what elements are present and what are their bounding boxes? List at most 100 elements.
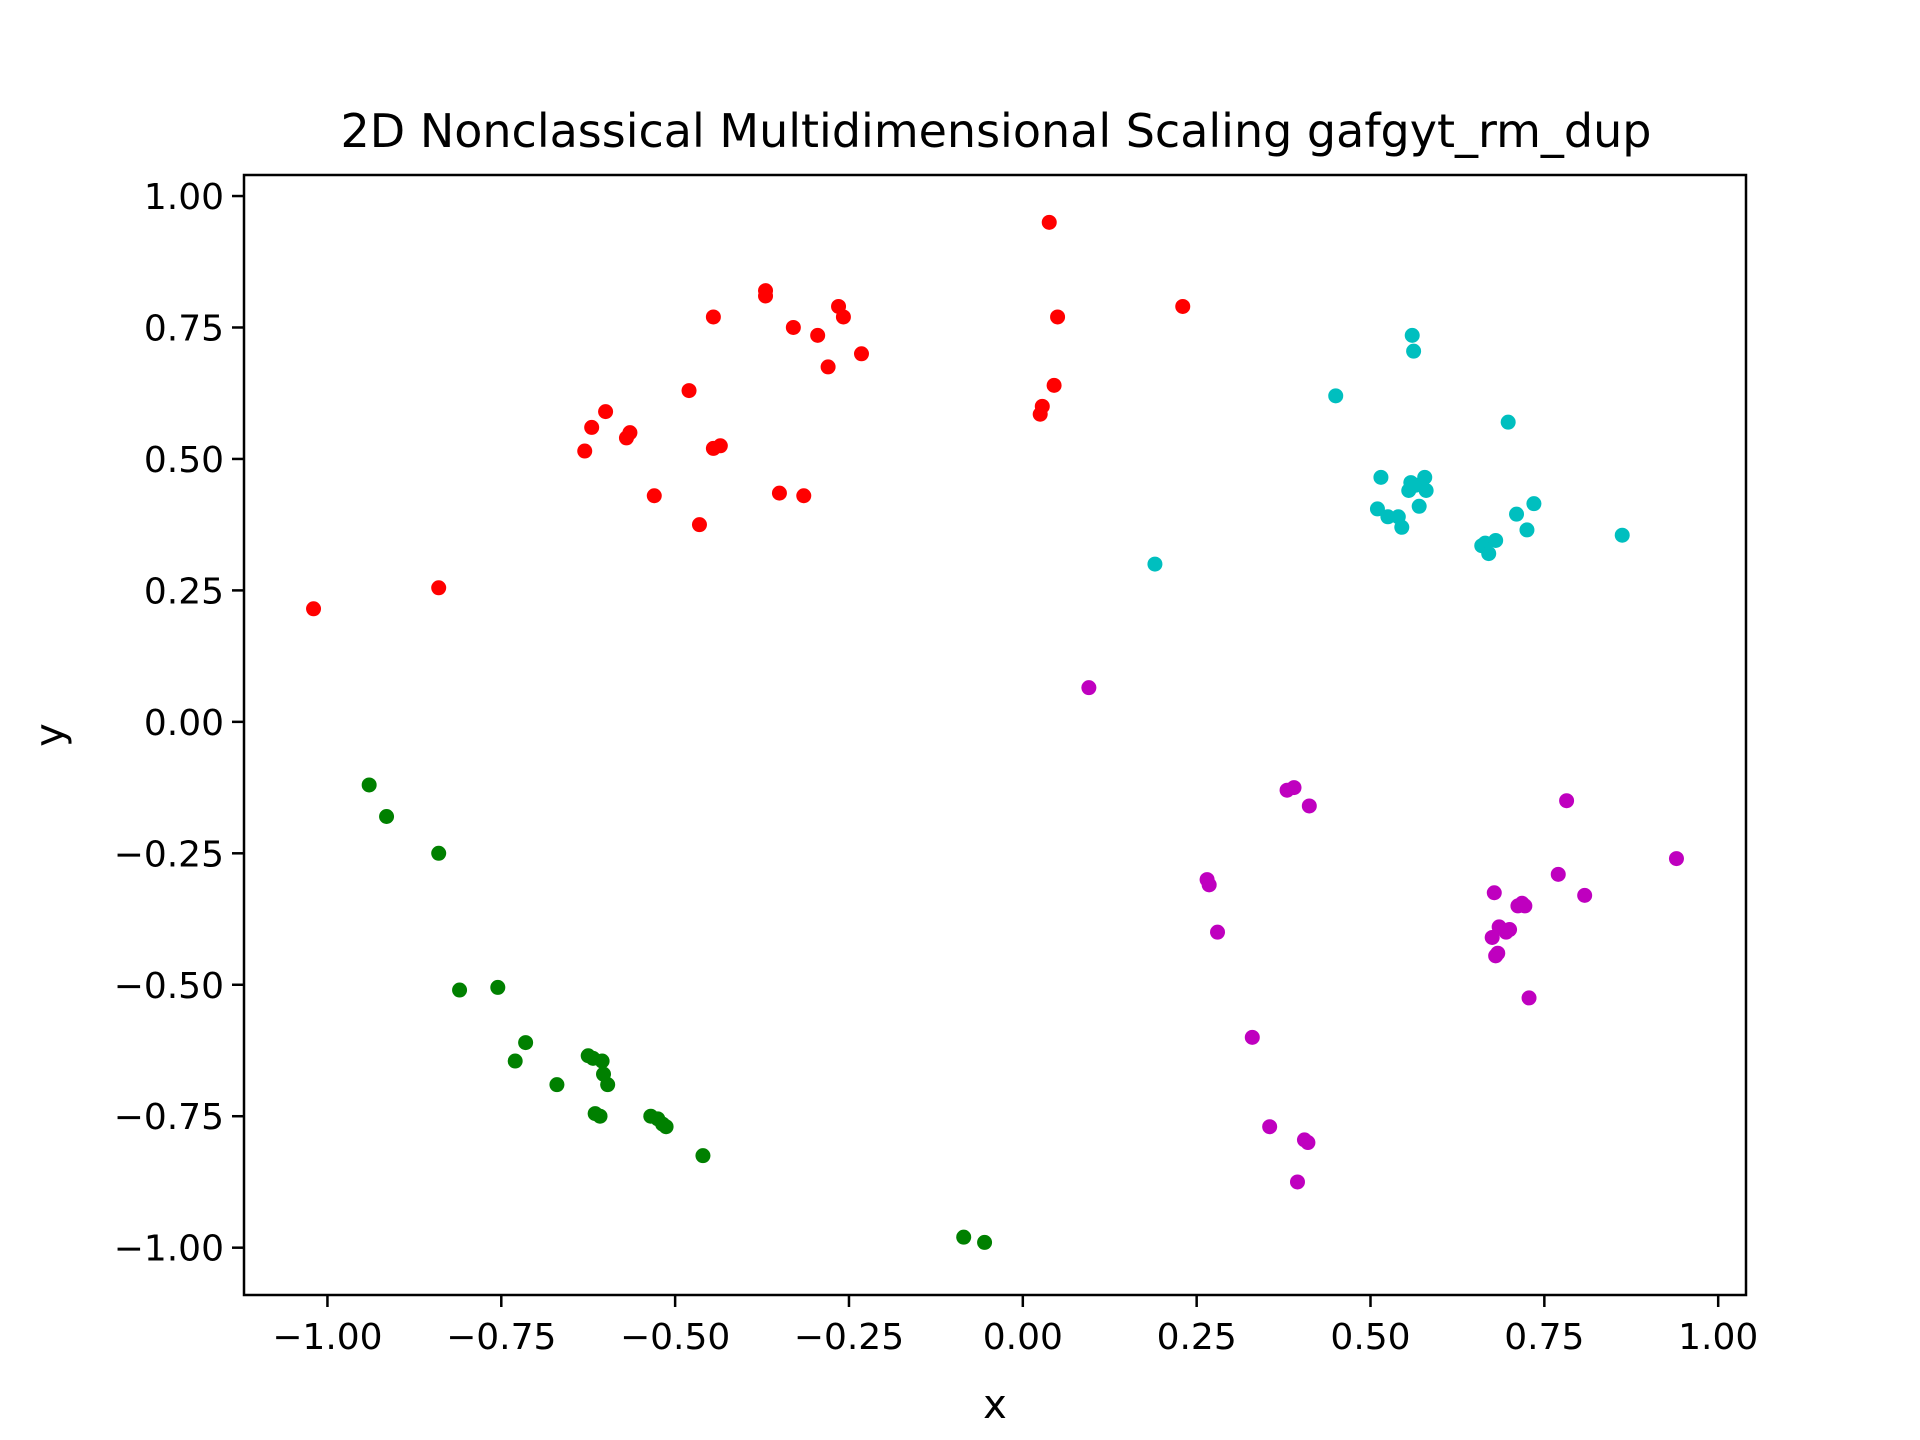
data-point: [1041, 214, 1057, 230]
data-point: [1559, 793, 1575, 809]
data-point: [1244, 1029, 1260, 1045]
data-point: [1289, 1174, 1305, 1190]
y-tick-label: 0.50: [144, 440, 224, 481]
data-point: [695, 1148, 711, 1164]
data-point: [1034, 398, 1050, 414]
data-point: [1328, 388, 1344, 404]
x-axis-label: x: [983, 1382, 1007, 1428]
data-point: [1550, 866, 1566, 882]
data-point: [1614, 527, 1630, 543]
plot-frame: [242, 173, 1748, 1297]
x-tick-label: −1.00: [272, 1317, 382, 1358]
data-point: [977, 1234, 993, 1250]
x-tick-label: 0.75: [1504, 1317, 1584, 1358]
data-point: [785, 319, 801, 335]
data-point: [956, 1229, 972, 1245]
data-point: [594, 1053, 610, 1069]
data-point: [658, 1119, 674, 1135]
data-point: [577, 443, 593, 459]
data-point: [622, 425, 638, 441]
data-point: [1509, 506, 1525, 522]
chart-title: 2D Nonclassical Multidimensional Scaling…: [341, 104, 1652, 158]
data-point: [820, 359, 836, 375]
data-point: [431, 580, 447, 596]
data-point: [600, 1077, 616, 1093]
y-tick-label: −1.00: [114, 1229, 224, 1270]
x-tick-label: 0.50: [1330, 1317, 1410, 1358]
data-point: [518, 1035, 534, 1051]
data-point: [796, 488, 812, 504]
data-point: [771, 485, 787, 501]
data-point: [1521, 990, 1537, 1006]
y-axis-label: y: [27, 723, 73, 747]
data-point: [1490, 945, 1506, 961]
data-point: [1147, 556, 1163, 572]
x-tick-label: −0.25: [794, 1317, 904, 1358]
data-point: [431, 845, 447, 861]
data-point: [1406, 343, 1422, 359]
data-point: [1488, 532, 1504, 548]
data-point: [712, 438, 728, 454]
y-tick-label: 0.25: [144, 571, 224, 612]
data-point: [1418, 482, 1434, 498]
data-point: [1301, 798, 1317, 814]
data-point: [1081, 680, 1097, 696]
data-point: [592, 1108, 608, 1124]
data-point: [306, 601, 322, 617]
data-point: [379, 809, 395, 825]
data-points: [306, 214, 1684, 1250]
data-point: [1517, 898, 1533, 914]
data-point: [1201, 877, 1217, 893]
data-point: [810, 327, 826, 343]
y-tick-label: −0.50: [114, 966, 224, 1007]
y-tick-label: 0.75: [144, 308, 224, 349]
data-point: [1046, 377, 1062, 393]
data-point: [1394, 519, 1410, 535]
data-point: [549, 1077, 565, 1093]
data-point: [1502, 922, 1518, 938]
data-point: [1404, 327, 1420, 343]
x-tick-label: 1.00: [1678, 1317, 1758, 1358]
data-point: [1369, 501, 1385, 517]
data-point: [1380, 509, 1396, 525]
data-point: [681, 383, 697, 399]
data-point: [452, 982, 468, 998]
data-point: [1417, 469, 1433, 485]
data-point: [1500, 414, 1516, 430]
data-point: [1373, 469, 1389, 485]
x-tick-label: −0.50: [620, 1317, 730, 1358]
data-point: [853, 346, 869, 362]
y-tick-label: 0.00: [144, 703, 224, 744]
data-point: [1050, 309, 1066, 325]
data-point: [758, 288, 774, 304]
y-tick-label: −0.25: [114, 834, 224, 875]
data-point: [1481, 546, 1497, 562]
data-point: [361, 777, 377, 793]
data-point: [1668, 851, 1684, 867]
data-point: [1526, 496, 1542, 512]
data-point: [1577, 887, 1593, 903]
y-tick-label: −0.75: [114, 1097, 224, 1138]
data-point: [1286, 780, 1302, 796]
data-point: [490, 979, 506, 995]
data-point: [584, 419, 600, 435]
data-point: [1300, 1135, 1316, 1151]
y-tick-label: 1.00: [144, 177, 224, 218]
data-point: [1175, 298, 1191, 314]
data-point: [1519, 522, 1535, 538]
x-tick-label: 0.25: [1157, 1317, 1237, 1358]
data-point: [1411, 498, 1427, 514]
data-point: [835, 309, 851, 325]
axis-ticks: −1.00 −0.75 −0.50 −0.25 0.00 0.25 0.50 0.75 1.00…: [114, 177, 1759, 1358]
data-point: [1210, 924, 1226, 940]
x-tick-label: 0.00: [983, 1317, 1063, 1358]
data-point: [1486, 885, 1502, 901]
x-tick-label: −0.75: [446, 1317, 556, 1358]
data-point: [1262, 1119, 1278, 1135]
data-point: [598, 404, 614, 420]
data-point: [646, 488, 662, 504]
data-point: [691, 517, 707, 533]
data-point: [705, 309, 721, 325]
data-point: [507, 1053, 523, 1069]
